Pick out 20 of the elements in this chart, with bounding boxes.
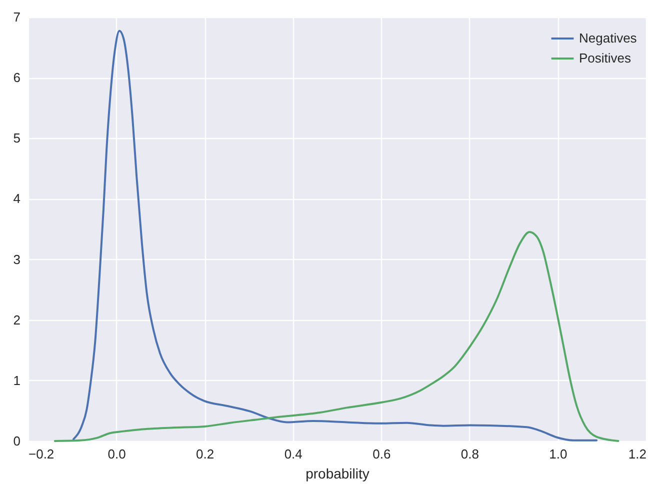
y-tick-label: 1 xyxy=(13,372,20,388)
y-tick-label: 6 xyxy=(13,70,20,86)
x-tick-label: 0.6 xyxy=(372,446,391,462)
y-tick-label: 4 xyxy=(13,191,20,206)
x-tick-label: 0.0 xyxy=(108,446,126,462)
line-series xyxy=(54,231,620,442)
legend-label: Negatives xyxy=(579,30,638,46)
x-tick-label: 0.2 xyxy=(196,446,214,462)
y-tick-label: 0 xyxy=(13,434,20,448)
legend-label: Positives xyxy=(579,50,632,66)
x-tick-label: −0.2 xyxy=(28,446,54,462)
x-axis-title: probability xyxy=(306,466,370,482)
x-tick-label: 0.8 xyxy=(460,446,479,462)
x-tick-label: 1.0 xyxy=(549,446,568,462)
y-tick-label: 7 xyxy=(13,10,20,24)
y-tick-label: 3 xyxy=(13,252,20,267)
y-tick-label: 5 xyxy=(13,130,20,146)
x-tick-label: 1.2 xyxy=(628,446,646,462)
x-tick-label: 0.4 xyxy=(284,446,302,462)
y-tick-label: 2 xyxy=(13,312,20,328)
